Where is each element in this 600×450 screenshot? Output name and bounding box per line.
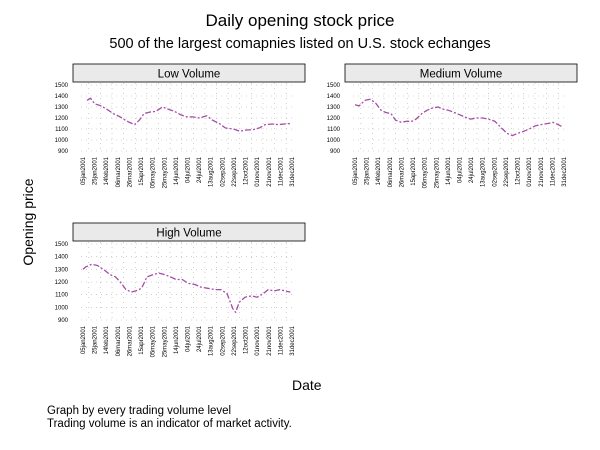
panel-1-x-tick-label: 05may2001 (151, 156, 157, 188)
panel-3-strip-title: High Volume (156, 228, 221, 240)
panel-2-x-tick-label: 22sep2001 (504, 156, 510, 186)
panel-2-y-tick-label: 1300 (327, 105, 341, 111)
panel-2-x-tick-label: 25jan2001 (365, 156, 371, 185)
panel-1-x-tick-label: 26mar2001 (127, 156, 133, 187)
panel-2-y-tick-label: 1400 (327, 94, 341, 100)
panel-1-x-tick-label: 05jan2001 (81, 156, 87, 185)
panel-1-x-tick-label: 12oct2001 (244, 156, 250, 185)
panel-2-x-tick-label: 11dec2001 (550, 156, 556, 186)
panel-1-x-tick-label: 06mar2001 (116, 156, 122, 187)
panel-1-y-tick-label: 1000 (55, 138, 69, 144)
panel-3-y-tick-label: 900 (58, 318, 69, 324)
panel-3-y-tick-label: 1000 (55, 305, 69, 311)
panel-1-x-tick-label: 11dec2001 (278, 156, 284, 186)
x-axis-title: Date (292, 377, 322, 393)
panel-3-x-tick-label: 12oct2001 (244, 325, 250, 354)
panel-3-x-tick-label: 14jun2001 (174, 325, 180, 354)
panel-2-x-tick-label: 01nov2001 (527, 156, 533, 186)
panel-1-x-tick-label: 01nov2001 (255, 156, 261, 186)
panel-1-y-tick-label: 1400 (55, 94, 69, 100)
panel-3-x-tick-label: 01nov2001 (255, 325, 261, 355)
panel-1-x-tick-label: 25may2001 (162, 156, 168, 188)
panel-1-x-tick-label: 24jul2001 (197, 156, 203, 183)
panel-1-x-tick-label: 14jun2001 (174, 156, 180, 185)
panel-3-x-tick-label: 06mar2001 (116, 325, 122, 356)
panel-3-x-tick-label: 04jul2001 (186, 325, 192, 352)
panel-2-x-tick-label: 04jul2001 (458, 156, 464, 183)
panel-1-x-tick-label: 02sep2001 (220, 156, 226, 186)
panel-3-x-tick-label: 02sep2001 (220, 325, 226, 355)
panel-2-x-tick-label: 14feb2001 (376, 156, 382, 185)
panel-1-y-tick-label: 1500 (55, 83, 69, 89)
panel-2-series-line-1 (354, 98, 563, 137)
panel-2-x-tick-label: 05jan2001 (353, 156, 359, 185)
panel-2-y-tick-label: 1200 (327, 116, 341, 122)
panel-3-x-tick-label: 25may2001 (162, 325, 168, 357)
panel-3-x-tick-label: 25jan2001 (93, 325, 99, 354)
panel-1-x-tick-label: 14feb2001 (104, 156, 110, 185)
panel-2-y-tick-label: 1100 (327, 127, 341, 133)
panel-2-y-tick-label: 900 (330, 149, 341, 155)
panel-2-strip (344, 63, 578, 83)
panel-1-series-line-1 (86, 97, 291, 132)
panel-3-x-tick-label: 22sep2001 (232, 325, 238, 355)
panel-3-strip (72, 222, 306, 242)
panel-3-y-tick-label: 1200 (55, 280, 69, 286)
panel-3-x-tick-label: 05may2001 (151, 325, 157, 357)
panel-3-x-tick-label: 21nov2001 (267, 325, 273, 355)
panel-3-y-tick-label: 1300 (55, 267, 69, 273)
panel-2-x-tick-label: 05may2001 (423, 156, 429, 188)
panel-3-x-tick-label: 13aug2001 (209, 325, 215, 356)
panel-2-x-tick-label: 25may2001 (434, 156, 440, 188)
panel-2-x-tick-label: 21nov2001 (539, 156, 545, 186)
panel-1-y-tick-label: 1200 (55, 116, 69, 122)
page-subtitle: 500 of the largest comapnies listed on U… (109, 36, 491, 52)
panel-3-x-tick-label: 26mar2001 (127, 325, 133, 356)
panel-2-x-tick-label: 24jul2001 (469, 156, 475, 183)
panel-1-strip-title: Low Volume (158, 69, 221, 81)
panel-1-x-tick-label: 04jul2001 (186, 156, 192, 183)
panel-2-x-tick-label: 14jun2001 (446, 156, 452, 185)
panel-1-x-tick-label: 22sep2001 (232, 156, 238, 186)
panel-2-strip-title: Medium Volume (420, 69, 502, 81)
panel-2-x-tick-label: 15apr2001 (411, 156, 417, 185)
panel-3-y-tick-label: 1500 (55, 242, 69, 248)
panel-3-y-tick-label: 1400 (55, 255, 69, 261)
panel-1-x-tick-label: 21nov2001 (267, 156, 273, 186)
panel-1-y-tick-label: 900 (58, 149, 69, 155)
panel-1-x-tick-label: 25jan2001 (93, 156, 99, 185)
panel-3-x-tick-label: 05jan2001 (81, 325, 87, 354)
panel-3-x-tick-label: 15apr2001 (139, 325, 145, 354)
note-line-1: Graph by every trading volume level (47, 405, 232, 417)
panel-2-x-tick-label: 06mar2001 (388, 156, 394, 187)
panel-1-x-tick-label: 15apr2001 (139, 156, 145, 185)
panel-2-x-tick-label: 02sep2001 (492, 156, 498, 186)
panel-1-x-tick-label: 31dec2001 (290, 156, 296, 186)
panel-3-x-tick-label: 14feb2001 (104, 325, 110, 354)
panel-2-y-tick-label: 1500 (327, 83, 341, 89)
panel-1-y-tick-label: 1300 (55, 105, 69, 111)
panel-3-x-tick-label: 31dec2001 (290, 325, 296, 355)
panel-1-y-tick-label: 1100 (55, 127, 69, 133)
note-line-2: Trading volume is an indicator of market… (47, 418, 292, 430)
panel-2-x-tick-label: 12oct2001 (516, 156, 522, 185)
panel-3-x-tick-label: 11dec2001 (278, 325, 284, 355)
panel-2-x-tick-label: 13aug2001 (481, 156, 487, 187)
panel-2-y-tick-label: 1000 (327, 138, 341, 144)
panel-1-strip (72, 63, 306, 83)
panel-2-x-tick-label: 26mar2001 (399, 156, 405, 187)
panel-1-x-tick-label: 13aug2001 (209, 156, 215, 187)
panel-3-series-line-1 (82, 263, 291, 314)
page-title: Daily opening stock price (205, 11, 395, 30)
panel-3-x-tick-label: 24jul2001 (197, 325, 203, 352)
panel-3-y-tick-label: 1100 (55, 293, 69, 299)
panel-2-x-tick-label: 31dec2001 (562, 156, 568, 186)
